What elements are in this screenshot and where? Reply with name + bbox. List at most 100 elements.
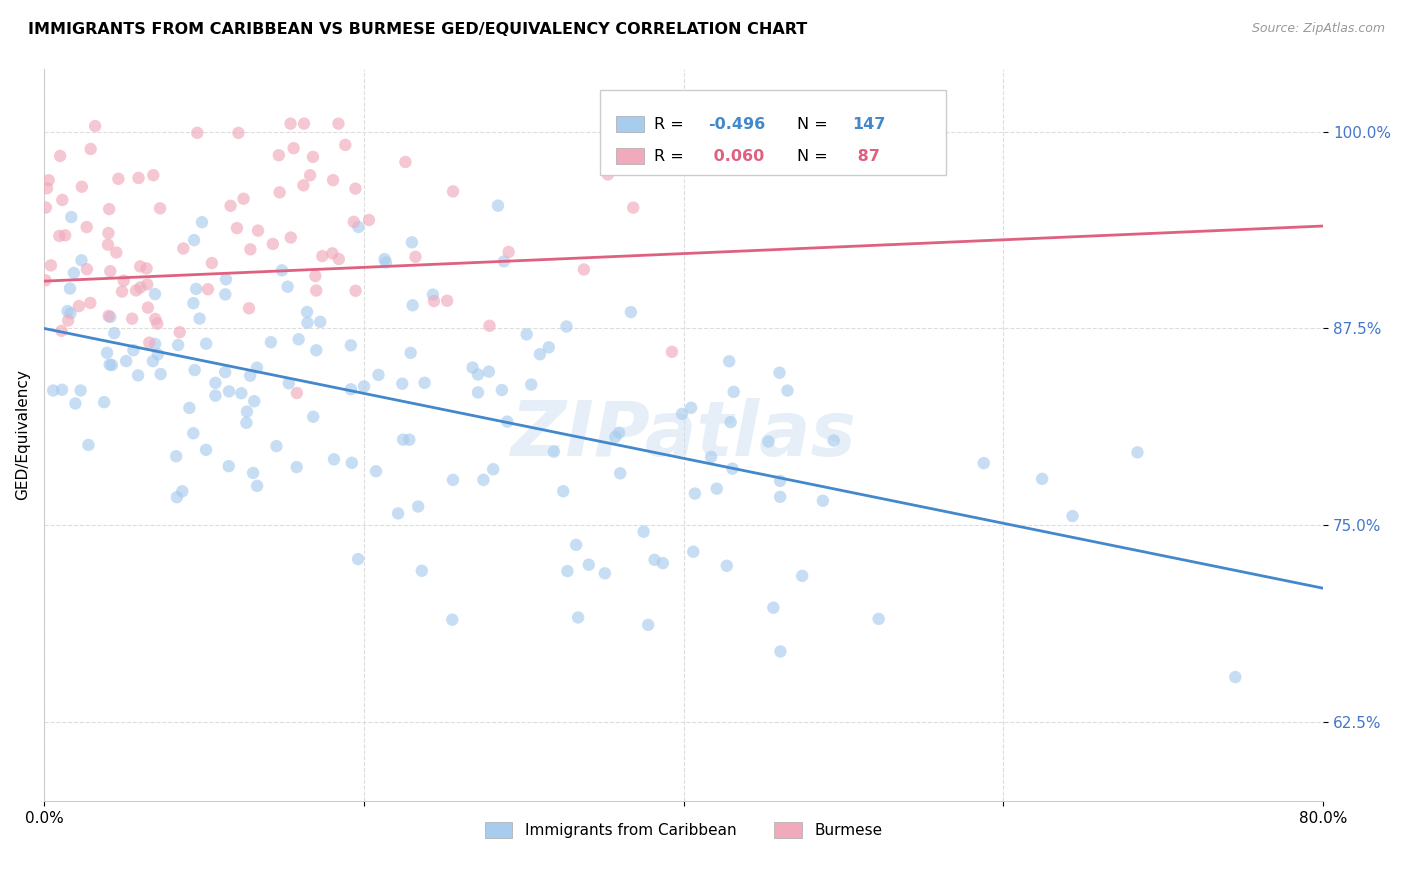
Point [142, 168, 165, 182]
Point [335, 137, 357, 152]
Point [529, 347, 551, 361]
Point [183, 363, 205, 377]
Point [98, 358, 121, 372]
Point [239, 368, 262, 383]
Point [246, 479, 269, 493]
Point [441, 473, 464, 487]
Point [718, 354, 741, 368]
Point [188, 311, 211, 326]
Point [467, 385, 489, 400]
Point [565, 538, 588, 552]
Text: Source: ZipAtlas.com: Source: ZipAtlas.com [1251, 22, 1385, 36]
Point [34, 273, 56, 287]
Point [305, 343, 328, 358]
Point [172, 484, 194, 499]
Text: N =: N = [797, 149, 834, 164]
Point [105, 245, 128, 260]
Point [111, 285, 134, 299]
Point [422, 287, 444, 301]
Point [127, 368, 149, 383]
Point [391, 376, 413, 391]
Point [262, 236, 284, 251]
Point [204, 389, 226, 403]
Point [70, 179, 93, 194]
Point [166, 490, 188, 504]
Point [299, 168, 322, 182]
Text: 0.060: 0.060 [707, 149, 763, 164]
Point [496, 415, 519, 429]
Bar [616, 116, 644, 132]
Point [101, 358, 124, 372]
Point [467, 368, 489, 382]
Point [423, 294, 446, 309]
Point [596, 168, 619, 182]
Text: 147: 147 [852, 117, 886, 132]
Point [706, 482, 728, 496]
Point [721, 461, 744, 475]
Point [609, 467, 631, 481]
Point [700, 450, 723, 464]
Point [103, 326, 125, 340]
Point [65, 396, 87, 410]
Point [69, 384, 91, 398]
Point [792, 569, 814, 583]
Text: R =: R = [654, 149, 689, 164]
Point [179, 401, 201, 415]
Point [776, 384, 799, 398]
Point [768, 366, 790, 380]
Point [441, 185, 464, 199]
Point [344, 284, 367, 298]
Point [1126, 445, 1149, 459]
Point [247, 224, 270, 238]
Point [98, 310, 121, 324]
Point [347, 552, 370, 566]
Point [537, 340, 560, 354]
Point [472, 473, 495, 487]
Point [302, 409, 325, 424]
Point [149, 367, 172, 381]
Point [297, 316, 319, 330]
Point [399, 346, 422, 360]
Point [398, 433, 420, 447]
Point [413, 376, 436, 390]
Point [135, 261, 157, 276]
Point [172, 242, 194, 256]
Point [183, 296, 205, 310]
Point [478, 318, 501, 333]
Point [811, 493, 834, 508]
Point [56, 304, 79, 318]
Y-axis label: GED/Equivalency: GED/Equivalency [15, 369, 30, 500]
Point [394, 155, 416, 169]
Point [285, 460, 308, 475]
Point [328, 252, 350, 266]
Bar [600, 90, 946, 175]
Point [302, 150, 325, 164]
Point [868, 612, 890, 626]
Point [769, 644, 792, 658]
Point [492, 254, 515, 268]
Point [411, 564, 433, 578]
Point [35, 201, 58, 215]
Point [138, 335, 160, 350]
Point [406, 500, 429, 514]
Point [167, 338, 190, 352]
Point [51, 193, 73, 207]
Point [39, 259, 62, 273]
Point [79, 296, 101, 310]
Point [607, 425, 630, 440]
Point [374, 255, 396, 269]
Point [593, 566, 616, 581]
Point [195, 336, 218, 351]
Text: 87: 87 [852, 149, 880, 164]
Point [214, 365, 236, 379]
Point [246, 360, 269, 375]
Point [146, 317, 169, 331]
Point [520, 377, 543, 392]
Point [769, 474, 792, 488]
Point [1225, 670, 1247, 684]
Point [681, 401, 703, 415]
Text: R =: R = [654, 117, 689, 132]
Point [269, 186, 291, 200]
Point [60, 210, 83, 224]
Point [115, 354, 138, 368]
